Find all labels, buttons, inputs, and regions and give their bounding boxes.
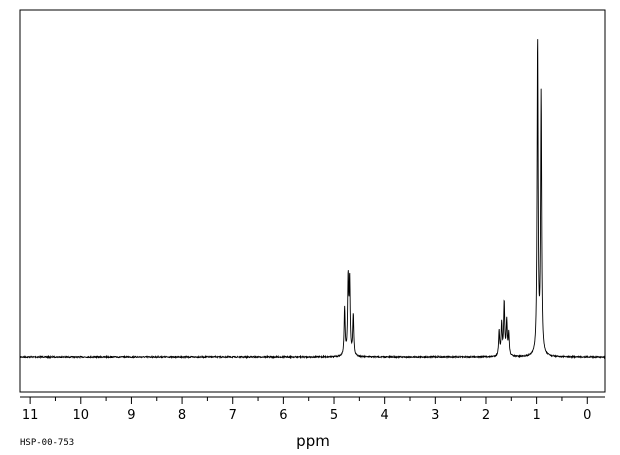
x-tick-label: 3 (431, 408, 439, 423)
x-tick-label: 6 (279, 408, 287, 423)
x-tick-label: 2 (482, 408, 490, 423)
x-tick-label: 7 (229, 408, 237, 423)
x-axis-ticks (29, 397, 588, 404)
x-tick-label: 9 (127, 408, 135, 423)
x-tick-label: 1 (532, 408, 540, 423)
x-tick-label: 11 (22, 408, 39, 423)
x-axis-tick-labels: 11 10 9 8 7 6 5 4 3 2 1 0 (22, 408, 592, 423)
x-tick-label: 5 (330, 408, 338, 423)
x-tick-label: 0 (583, 408, 591, 423)
x-tick-label: 4 (381, 408, 389, 423)
x-tick-label: 10 (73, 408, 90, 423)
x-tick-label: 8 (178, 408, 186, 423)
footer-code-label: HSP-00-753 (20, 438, 74, 448)
spectrum-trace (19, 39, 606, 360)
plot-frame (19, 9, 606, 393)
x-axis-title: ppm (296, 432, 330, 450)
